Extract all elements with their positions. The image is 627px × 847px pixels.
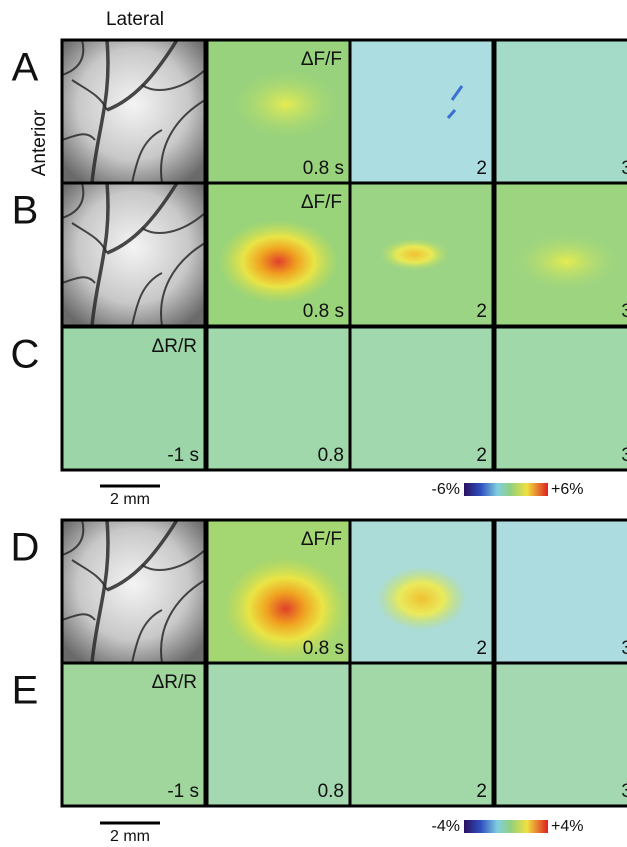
colorbar-min: -6% (432, 481, 460, 498)
heatmap (495, 663, 627, 806)
activation (231, 69, 341, 139)
heatmap (495, 327, 627, 470)
heatmap (350, 40, 493, 183)
page: {"header": {"top_label": "Lateral", "sid… (0, 0, 627, 847)
colorbar (464, 820, 548, 833)
panel-letter: A (12, 46, 39, 90)
time-label: 3 (621, 781, 627, 802)
colorbar (464, 483, 548, 496)
time-label: 2 (476, 301, 487, 322)
measure-label: ΔR/R (152, 672, 197, 693)
time-label: 3 (621, 301, 627, 322)
activation (512, 232, 622, 292)
activation (377, 567, 467, 631)
measure-label: ΔF/F (301, 529, 342, 550)
time-label: 2 (476, 781, 487, 802)
time-label: 3 (621, 638, 627, 659)
vessel-image (62, 183, 205, 326)
figure: Lateral Anterior A ΔF/F 0.8 s 2 3 B ΔF/F 0.8 s 2… (0, 0, 627, 847)
colorbar-min: -4% (432, 818, 460, 835)
time-label: 0.8 s (303, 301, 344, 322)
time-label: 0.8 s (303, 638, 344, 659)
time-label: -1 s (167, 445, 199, 466)
time-label: 0.8 s (303, 158, 344, 179)
scale-label: 2 mm (110, 828, 150, 845)
time-label: 2 (476, 158, 487, 179)
heatmap (495, 40, 627, 183)
time-label: 3 (621, 158, 627, 179)
heatmap (350, 327, 493, 470)
measure-label: ΔR/R (152, 336, 197, 357)
top-label: Lateral (106, 9, 164, 30)
heatmap (350, 663, 493, 806)
time-label: 2 (476, 638, 487, 659)
activation (219, 220, 339, 304)
vessel-image (62, 40, 205, 183)
panel-letter: E (12, 669, 39, 713)
panel-letter: B (12, 189, 39, 233)
vessel-image (62, 520, 205, 663)
panel-letter: D (11, 526, 40, 570)
time-label: -1 s (167, 781, 199, 802)
scale-label: 2 mm (110, 491, 150, 508)
time-label: 3 (621, 445, 627, 466)
side-label: Anterior (29, 109, 50, 176)
activation (379, 239, 449, 271)
colorbar-max: +6% (551, 481, 583, 498)
colorbar-max: +4% (551, 818, 583, 835)
time-label: 2 (476, 445, 487, 466)
panel-letter: C (11, 333, 40, 377)
measure-label: ΔF/F (301, 49, 342, 70)
heatmap (495, 520, 627, 663)
measure-label: ΔF/F (301, 192, 342, 213)
time-label: 0.8 (318, 445, 344, 466)
time-label: 0.8 (318, 781, 344, 802)
